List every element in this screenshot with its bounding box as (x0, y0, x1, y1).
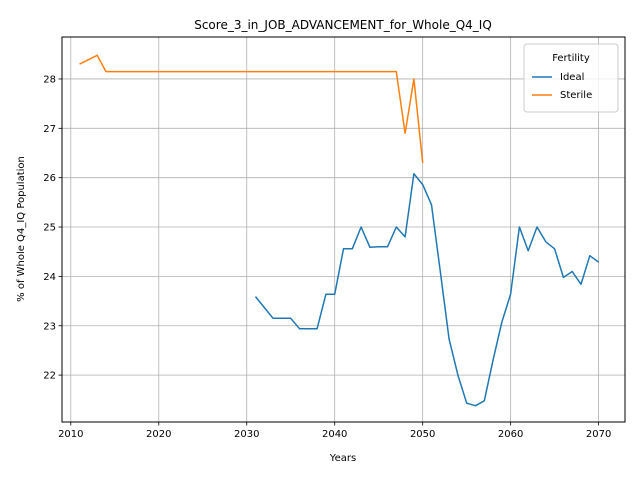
y-tick-label: 28 (43, 74, 56, 85)
y-axis-label: % of Whole Q4_IQ Population (16, 156, 27, 302)
x-axis-label: Years (329, 453, 356, 464)
legend-label-sterile: Sterile (560, 90, 592, 101)
y-tick-label: 23 (43, 321, 56, 332)
series-line-ideal (254, 172, 600, 407)
chart-title: Score_3_in_JOB_ADVANCEMENT_for_Whole_Q4_… (194, 18, 492, 32)
plot-frame (61, 36, 626, 423)
y-tick-label: 24 (43, 272, 56, 283)
x-tick-label: 2020 (146, 429, 171, 440)
x-tick-label: 2070 (586, 429, 611, 440)
x-tick-label: 2040 (322, 429, 347, 440)
series-lines (79, 54, 600, 407)
y-axis-ticks: 22 23 24 25 26 27 28 (43, 74, 62, 382)
x-tick-label: 2060 (498, 429, 523, 440)
y-tick-label: 27 (43, 124, 56, 135)
x-tick-label: 2010 (58, 429, 83, 440)
x-tick-label: 2050 (410, 429, 435, 440)
legend-label-ideal: Ideal (560, 72, 584, 83)
x-tick-label: 2030 (234, 429, 259, 440)
series-line-sterile (79, 54, 424, 163)
legend-title: Fertility (552, 53, 590, 64)
y-tick-label: 26 (43, 173, 56, 184)
y-tick-label: 22 (43, 371, 56, 382)
y-tick-label: 25 (43, 223, 56, 234)
legend: Fertility Ideal Sterile (523, 43, 619, 113)
x-axis-ticks: 2010 2020 2030 2040 2050 2060 2070 (58, 422, 611, 440)
